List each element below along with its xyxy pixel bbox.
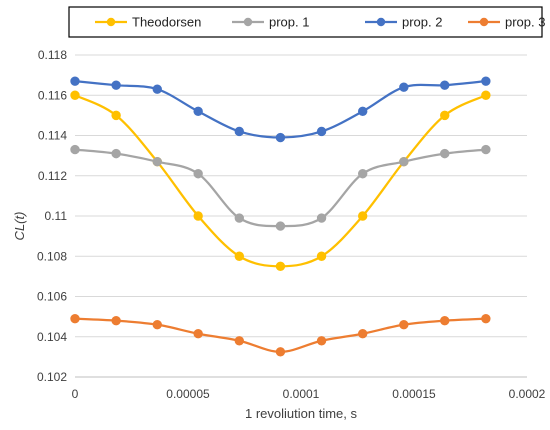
x-tick-label: 0 (72, 387, 79, 401)
data-point-prop-3 (70, 313, 80, 324)
data-point-prop-2 (399, 82, 409, 92)
data-point-prop-1 (481, 144, 491, 155)
y-tick-label: 0.104 (37, 330, 67, 344)
legend-label: prop. 3 (505, 15, 545, 30)
legend-box (68, 6, 543, 38)
data-point-prop-2 (275, 132, 286, 143)
data-point-theodorsen (481, 90, 491, 100)
series-line-prop-2 (74, 80, 486, 139)
data-point-prop-3 (152, 319, 162, 330)
data-point-prop-1 (152, 156, 162, 167)
data-point-theodorsen (440, 110, 450, 121)
data-point-prop-1 (275, 221, 286, 231)
y-tick-label: 0.11 (45, 209, 68, 223)
data-point-theodorsen (275, 261, 286, 272)
data-point-prop-3 (275, 347, 286, 357)
legend-label: prop. 1 (269, 15, 309, 30)
y-tick-label: 0.118 (38, 48, 67, 62)
data-point-prop-2 (481, 76, 491, 86)
data-point-theodorsen (193, 211, 203, 221)
y-tick-label: 0.106 (37, 290, 67, 304)
legend: Theodorsen prop. 1 prop. 2 prop. 3 (95, 15, 545, 30)
data-point-theodorsen (111, 110, 121, 121)
x-tick-label: 0.00005 (166, 387, 210, 401)
data-point-theodorsen (70, 90, 80, 100)
data-point-prop-3 (399, 319, 409, 330)
data-point-prop-2 (357, 106, 368, 117)
data-point-prop-1 (399, 156, 409, 167)
data-point-prop-2 (111, 80, 121, 90)
data-point-prop-3 (193, 329, 203, 339)
data-point-prop-3 (316, 336, 327, 346)
data-point-prop-1 (316, 213, 327, 223)
y-tick-label: 0.114 (38, 129, 67, 143)
data-point-prop-1 (440, 148, 450, 159)
series-line-prop-1 (74, 148, 486, 228)
legend-marker (243, 17, 253, 27)
data-point-prop-1 (111, 148, 121, 159)
x-tick-label: 0.0002 (509, 387, 546, 401)
x-tick-label: 0.0001 (283, 387, 320, 401)
x-axis-title: 1 revoliution time, s (245, 406, 357, 421)
data-point-theodorsen (357, 211, 368, 221)
data-point-prop-1 (357, 169, 368, 179)
y-tick-label: 0.102 (37, 370, 67, 384)
data-point-prop-2 (440, 80, 450, 90)
y-axis-title: CL(t) (12, 212, 27, 241)
data-point-prop-1 (70, 144, 80, 155)
y-tick-label: 0.112 (38, 169, 67, 183)
legend-label: Theodorsen (132, 15, 201, 30)
data-point-prop-3 (440, 315, 450, 326)
data-point-prop-2 (70, 76, 80, 86)
series-line-prop-3 (74, 317, 486, 353)
data-point-prop-1 (193, 169, 203, 179)
data-point-prop-3 (357, 329, 368, 339)
data-point-prop-3 (234, 336, 245, 346)
data-point-prop-3 (481, 313, 491, 324)
legend-label: prop. 2 (402, 15, 442, 30)
data-point-prop-2 (234, 126, 245, 137)
series-line-theodorsen (74, 94, 487, 268)
data-point-prop-1 (234, 213, 245, 223)
axes: 0.102 0.104 0.106 0.108 0.11 0.112 0.114 0.116 0… (37, 48, 546, 401)
legend-marker (106, 17, 116, 27)
gridlines (75, 54, 527, 378)
data-point-prop-2 (152, 84, 162, 94)
data-point-prop-2 (316, 126, 327, 137)
data-point-prop-3 (111, 315, 121, 326)
legend-marker (376, 17, 386, 27)
legend-marker (479, 17, 489, 27)
data-point-theodorsen (316, 251, 327, 261)
series-lines (70, 76, 491, 357)
y-tick-label: 0.108 (37, 249, 67, 263)
x-tick-label: 0.00015 (392, 387, 436, 401)
data-point-prop-2 (193, 106, 203, 117)
y-tick-label: 0.116 (38, 88, 67, 102)
data-point-theodorsen (234, 251, 245, 261)
